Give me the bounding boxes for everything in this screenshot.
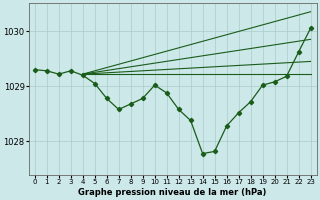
X-axis label: Graphe pression niveau de la mer (hPa): Graphe pression niveau de la mer (hPa) — [78, 188, 267, 197]
